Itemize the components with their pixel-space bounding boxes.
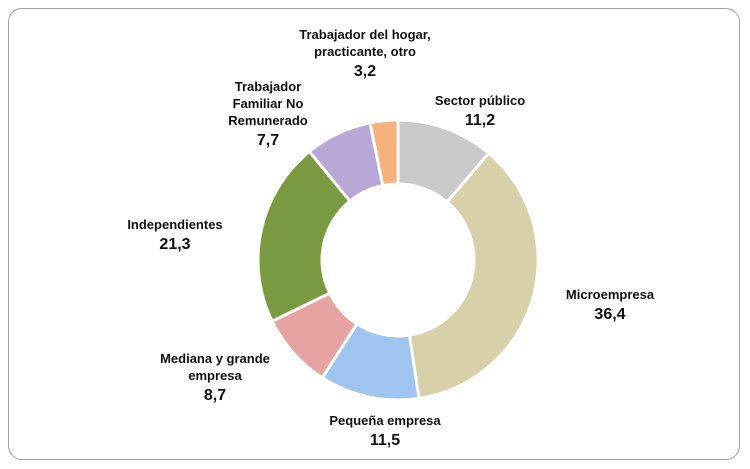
slice-label: Pequeña empresa 11,5 [305, 412, 465, 453]
slice-label: Microempresa 36,4 [545, 286, 675, 327]
value-label: 21,3 [159, 236, 191, 253]
slice-label: Trabajador del hogar, practicante, otro 3… [295, 26, 435, 84]
value-label: 11,2 [464, 112, 496, 129]
category-label: Trabajador del hogar, practicante, otro [299, 27, 431, 59]
category-label: Sector público [434, 93, 526, 108]
donut-slice [407, 151, 540, 401]
donut-slice [368, 118, 400, 188]
category-label: Trabajador Familiar No Remunerado [228, 79, 308, 128]
slice-label: Sector público 11,2 [415, 92, 545, 133]
value-label: 3,2 [353, 63, 377, 80]
slice-label: Independientes 21,3 [105, 216, 245, 257]
donut-slice [256, 149, 353, 324]
slice-label: Trabajador Familiar No Remunerado 7,7 [213, 78, 323, 153]
value-label: 36,4 [594, 306, 626, 323]
category-label: Mediana y grande empresa [160, 351, 270, 383]
category-label: Pequeña empresa [329, 413, 441, 428]
value-label: 11,5 [369, 432, 401, 449]
value-label: 7,7 [256, 132, 280, 149]
value-label: 8,7 [203, 387, 227, 404]
slice-label: Mediana y grande empresa 8,7 [145, 350, 285, 408]
chart-frame [8, 8, 740, 460]
category-label: Independientes [127, 217, 223, 232]
category-label: Microempresa [565, 287, 655, 302]
